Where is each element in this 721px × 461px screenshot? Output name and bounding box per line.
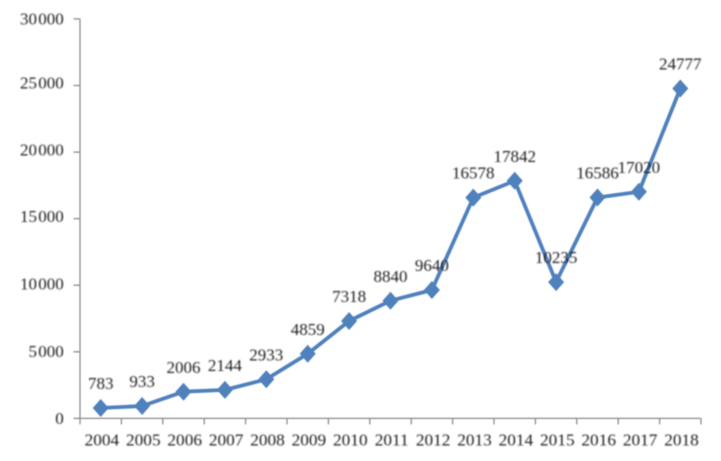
svg-text:2007: 2007 <box>209 430 244 449</box>
svg-text:2006: 2006 <box>167 430 202 449</box>
svg-text:2015: 2015 <box>540 430 575 449</box>
svg-text:2004: 2004 <box>85 430 120 449</box>
svg-text:2005: 2005 <box>126 430 161 449</box>
svg-text:8840: 8840 <box>374 267 408 286</box>
svg-text:10000: 10000 <box>20 275 64 294</box>
svg-text:0: 0 <box>55 409 64 428</box>
svg-text:2012: 2012 <box>416 430 451 449</box>
svg-text:10235: 10235 <box>535 248 578 267</box>
svg-text:15000: 15000 <box>20 207 64 226</box>
svg-text:25000: 25000 <box>20 74 64 93</box>
svg-text:2016: 2016 <box>581 430 616 449</box>
svg-text:20000: 20000 <box>20 140 64 159</box>
svg-text:2009: 2009 <box>292 430 327 449</box>
svg-text:4859: 4859 <box>291 320 325 339</box>
svg-text:24777: 24777 <box>659 55 702 74</box>
svg-text:17842: 17842 <box>493 147 536 166</box>
svg-text:2018: 2018 <box>664 430 699 449</box>
svg-text:2933: 2933 <box>249 345 283 364</box>
svg-text:2006: 2006 <box>167 358 201 377</box>
svg-text:9640: 9640 <box>415 256 449 275</box>
svg-text:2011: 2011 <box>375 430 409 449</box>
svg-text:2017: 2017 <box>623 430 658 449</box>
svg-text:2008: 2008 <box>250 430 285 449</box>
svg-text:5000: 5000 <box>29 342 64 361</box>
svg-text:2010: 2010 <box>333 430 368 449</box>
svg-text:2014: 2014 <box>499 430 534 449</box>
svg-text:2013: 2013 <box>457 430 492 449</box>
svg-text:16578: 16578 <box>452 164 495 183</box>
svg-text:30000: 30000 <box>20 10 64 29</box>
svg-text:16586: 16586 <box>576 164 619 183</box>
svg-text:933: 933 <box>129 372 155 391</box>
svg-text:7318: 7318 <box>332 287 366 306</box>
svg-text:2144: 2144 <box>208 356 243 375</box>
svg-text:17020: 17020 <box>618 158 661 177</box>
svg-text:783: 783 <box>88 374 114 393</box>
